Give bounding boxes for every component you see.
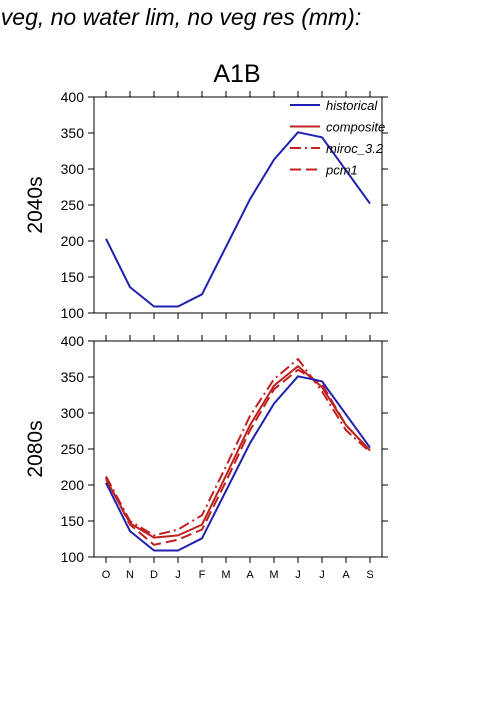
x-tick-label: S <box>366 569 373 581</box>
y-tick-label: 300 <box>61 161 85 177</box>
y-tick-label: 250 <box>61 197 85 213</box>
x-tick-label: A <box>342 569 350 581</box>
legend-label-miroc-3-2: miroc_3.2 <box>326 141 384 156</box>
x-tick-label: F <box>199 569 206 581</box>
x-tick-label: A <box>246 569 254 581</box>
legend-label-pcm1: pcm1 <box>325 163 358 178</box>
y-tick-label: 400 <box>61 89 85 105</box>
legend-label-historical: historical <box>326 98 378 113</box>
series-group-2080s <box>105 358 371 552</box>
x-tick-label: J <box>319 569 325 581</box>
x-tick-label: M <box>269 569 278 581</box>
figure-title: A1B <box>213 60 260 88</box>
y-tick-label: 300 <box>61 405 85 421</box>
series-line-miroc-3-2 <box>105 358 371 537</box>
y-tick-label: 400 <box>61 333 85 349</box>
x-tick-label: N <box>126 569 134 581</box>
series-line-pcm1 <box>105 368 371 546</box>
x-tick-label: D <box>150 569 158 581</box>
ticks-2080s: 100 150 200 250 300 350 400 O N D J F M A M J J A S <box>61 333 388 581</box>
y-tick-label: 250 <box>61 441 85 457</box>
y-tick-label: 100 <box>61 549 85 565</box>
legend: historical composite miroc_3.2 pcm1 <box>290 98 385 178</box>
y-tick-label: 150 <box>61 513 85 529</box>
figure-header: f veg, no water lim, no veg res (mm): <box>0 4 501 44</box>
figure-header-text: f veg, no water lim, no veg res (mm): <box>0 4 362 30</box>
y-tick-label: 200 <box>61 233 85 249</box>
legend-label-composite: composite <box>326 120 385 135</box>
x-tick-label: J <box>295 569 301 581</box>
y-tick-label: 150 <box>61 269 85 285</box>
x-tick-label: J <box>175 569 181 581</box>
panel-label-2080s: 2080s <box>24 420 47 477</box>
panel-label-2040s: 2040s <box>24 176 47 233</box>
y-tick-label: 100 <box>61 305 85 321</box>
series-group-2040s <box>105 131 371 308</box>
series-line-historical <box>105 375 371 552</box>
panel-2080s: 2080s 100 150 200 250 300 350 400 O N D J F M A M J J A S <box>24 333 388 581</box>
panel-2040s: 2040s 100 150 200 250 300 350 400 historical co… <box>24 89 388 321</box>
x-tick-label: O <box>102 569 111 581</box>
y-tick-label: 350 <box>61 125 85 141</box>
ticks-2040s: 100 150 200 250 300 350 400 <box>61 89 388 321</box>
y-tick-label: 200 <box>61 477 85 493</box>
y-tick-label: 350 <box>61 369 85 385</box>
series-line-historical <box>105 131 371 308</box>
series-line-composite <box>105 365 371 539</box>
x-tick-label: M <box>221 569 230 581</box>
